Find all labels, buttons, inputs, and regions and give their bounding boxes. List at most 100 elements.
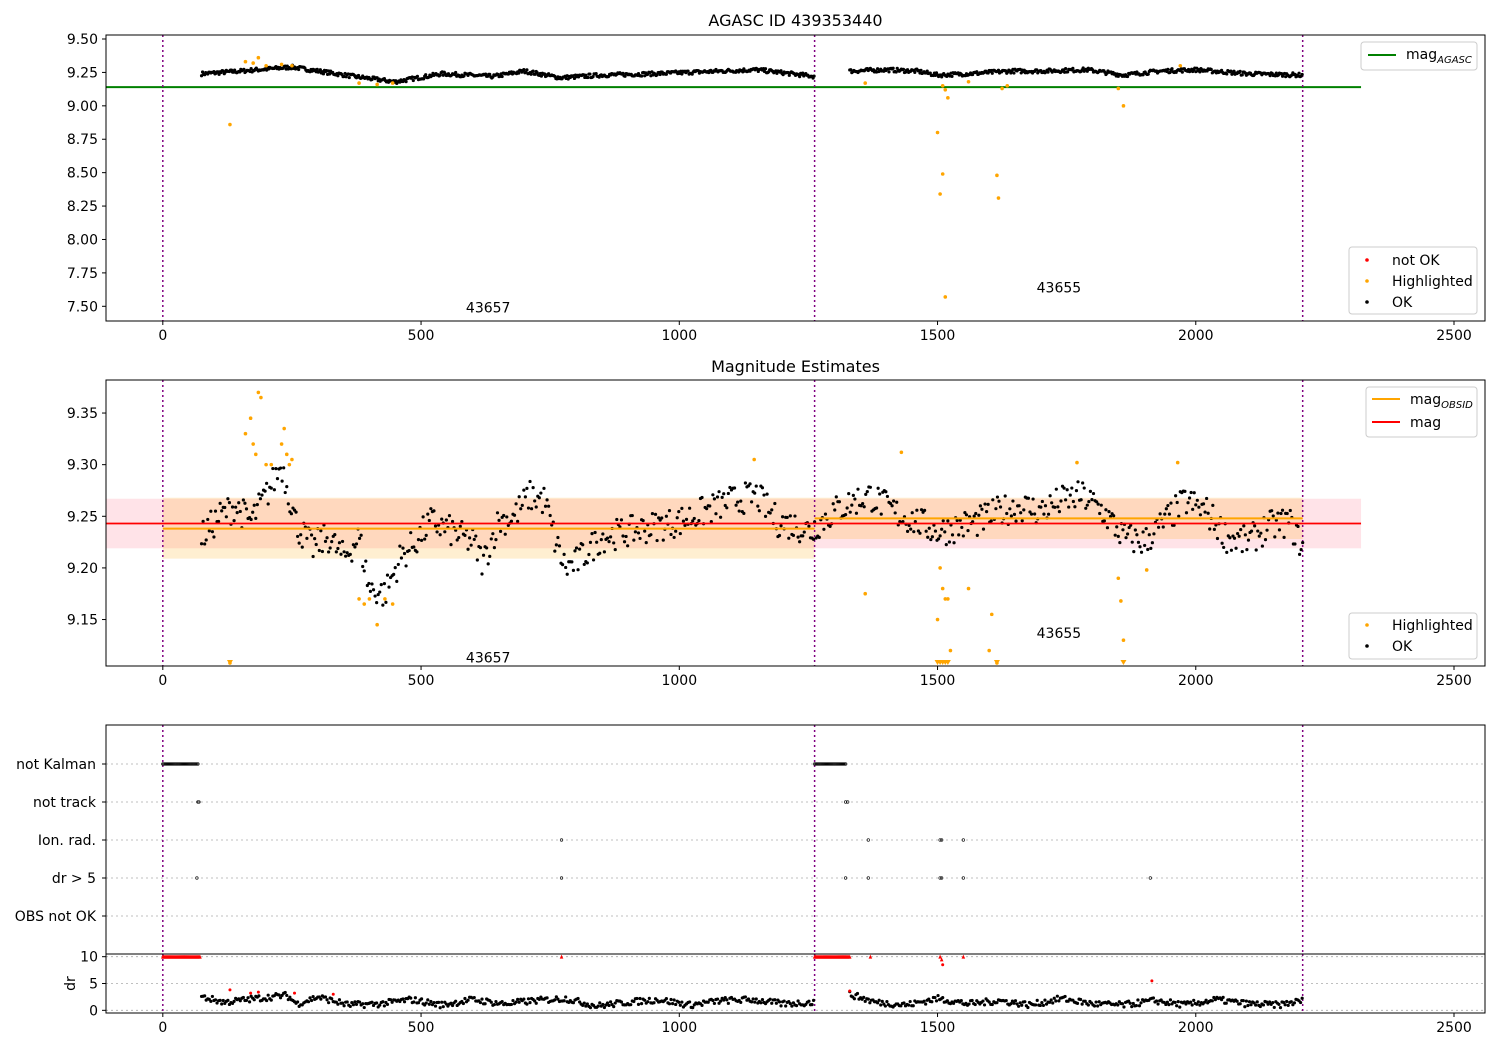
dr-ok-point bbox=[596, 1004, 600, 1008]
dr-ok-point bbox=[1195, 1002, 1199, 1006]
mag-ok-point bbox=[1246, 538, 1251, 542]
mag-ok-point bbox=[636, 531, 641, 535]
mag-ok-point bbox=[1161, 525, 1165, 529]
mag-ok-point bbox=[777, 533, 782, 538]
mag-ok-point bbox=[754, 484, 758, 488]
mag-ok-point bbox=[257, 492, 261, 496]
mag-ok-point bbox=[447, 514, 452, 518]
mag-ok-point bbox=[440, 517, 444, 521]
mag-ok-point bbox=[725, 506, 729, 510]
dr-ok-point bbox=[409, 996, 413, 1000]
mag-highlighted-point bbox=[287, 462, 292, 467]
mag-ok-point bbox=[793, 514, 797, 518]
flag-row-label: not Kalman bbox=[16, 757, 96, 773]
mag-ok-point bbox=[1270, 509, 1274, 513]
mag-ok-point bbox=[683, 523, 687, 527]
mag-ok-point bbox=[1201, 502, 1206, 506]
flag-marker bbox=[830, 762, 834, 766]
dr-ok-point bbox=[995, 1001, 999, 1005]
agasc-ytick-label: 8.50 bbox=[67, 166, 98, 182]
dr-ok-point bbox=[667, 1002, 672, 1006]
dr-ok-point bbox=[941, 996, 945, 1000]
mag-ok-point bbox=[1073, 505, 1077, 509]
mag-ok-point bbox=[1211, 503, 1215, 507]
mag-ok-point bbox=[502, 513, 506, 518]
agasc-ok-point bbox=[639, 74, 644, 78]
flag-row-label: dr > 5 bbox=[52, 871, 96, 887]
dr-ok-point bbox=[215, 1001, 219, 1005]
mag-ok-point bbox=[1022, 508, 1026, 512]
dr-ytick-label: 10 bbox=[80, 950, 98, 966]
agasc-ok-point bbox=[621, 71, 625, 75]
mag-ok-point bbox=[622, 540, 627, 544]
agasc-ok-point bbox=[798, 75, 802, 79]
mag-ok-point bbox=[1050, 501, 1054, 505]
mag-ok-point bbox=[505, 515, 509, 519]
mag-ok-point bbox=[763, 514, 768, 518]
mag-ok-point bbox=[807, 524, 811, 528]
mag-highlighted-point bbox=[256, 390, 261, 395]
dr-ok-point bbox=[220, 1002, 224, 1006]
dr-ok-point bbox=[672, 998, 676, 1002]
mag-ok-point bbox=[399, 556, 404, 560]
mag-ok-point bbox=[565, 572, 569, 576]
mag-ok-point bbox=[1062, 486, 1066, 490]
mag-ok-point bbox=[379, 583, 383, 587]
dr-capped-marker bbox=[198, 954, 202, 959]
dr-ok-point bbox=[528, 1001, 532, 1005]
mag-ok-point bbox=[884, 490, 888, 494]
dr-ok-point bbox=[285, 993, 289, 998]
mag-ok-point bbox=[533, 499, 537, 503]
mag-ok-point bbox=[542, 486, 546, 490]
mag-ok-point bbox=[486, 562, 490, 566]
mag-ok-point bbox=[317, 548, 321, 553]
mag-ok-point bbox=[940, 527, 944, 531]
dr-ok-point bbox=[1241, 999, 1245, 1003]
dr-ok-point bbox=[1049, 998, 1053, 1002]
mag-ok-point bbox=[305, 536, 309, 540]
mag-ok-point bbox=[675, 516, 679, 520]
dr-ok-point bbox=[934, 999, 939, 1003]
mag-highlighted-point bbox=[282, 426, 286, 431]
mag-ok-point bbox=[709, 520, 713, 524]
flag-marker bbox=[938, 876, 942, 880]
agasc-points-legend bbox=[1348, 246, 1478, 315]
mag-ok-point bbox=[768, 511, 772, 515]
dr-ok-point bbox=[794, 1004, 799, 1008]
mag-ok-point bbox=[1112, 514, 1116, 518]
mag-ok-point bbox=[1096, 502, 1100, 506]
mag-ok-point bbox=[1104, 508, 1108, 512]
mag-ok-point bbox=[667, 509, 672, 513]
flag-marker bbox=[180, 762, 185, 766]
mag-ok-point bbox=[1085, 503, 1089, 507]
mag-ok-point bbox=[421, 515, 425, 519]
mag-ok-point bbox=[1054, 487, 1058, 491]
mag-ok-point bbox=[712, 497, 717, 501]
agasc-ok-point bbox=[1300, 72, 1304, 77]
dr-ok-point bbox=[390, 1000, 394, 1004]
mag-ok-point bbox=[1071, 499, 1075, 504]
dr-ok-point bbox=[987, 1000, 991, 1004]
mag-ok-point bbox=[770, 508, 774, 512]
dr-ok-point bbox=[514, 1000, 518, 1004]
flag-marker bbox=[178, 762, 182, 766]
mag-ok-point bbox=[258, 497, 263, 501]
flag-marker bbox=[179, 762, 184, 766]
mag-ok-point bbox=[216, 519, 221, 524]
mag-ok-point bbox=[512, 513, 517, 517]
mag-ok-point bbox=[593, 530, 597, 535]
mag-ok-point bbox=[506, 523, 510, 528]
dr-ok-point bbox=[449, 1001, 453, 1005]
dr-ok-point bbox=[533, 999, 537, 1003]
mag-ok-point bbox=[582, 562, 586, 567]
mag-ok-point bbox=[481, 553, 486, 557]
agasc-ok-point bbox=[1125, 74, 1130, 79]
mag-ok-point bbox=[1029, 512, 1034, 516]
dr-ok-point bbox=[483, 1002, 487, 1006]
mag-ok-point bbox=[907, 523, 911, 527]
dr-ok-point bbox=[427, 1002, 431, 1006]
dr-ok-point bbox=[1164, 1002, 1168, 1007]
mag-ok-point bbox=[1012, 512, 1017, 517]
agasc-ok-point bbox=[1297, 71, 1301, 75]
flag-marker bbox=[169, 762, 173, 766]
